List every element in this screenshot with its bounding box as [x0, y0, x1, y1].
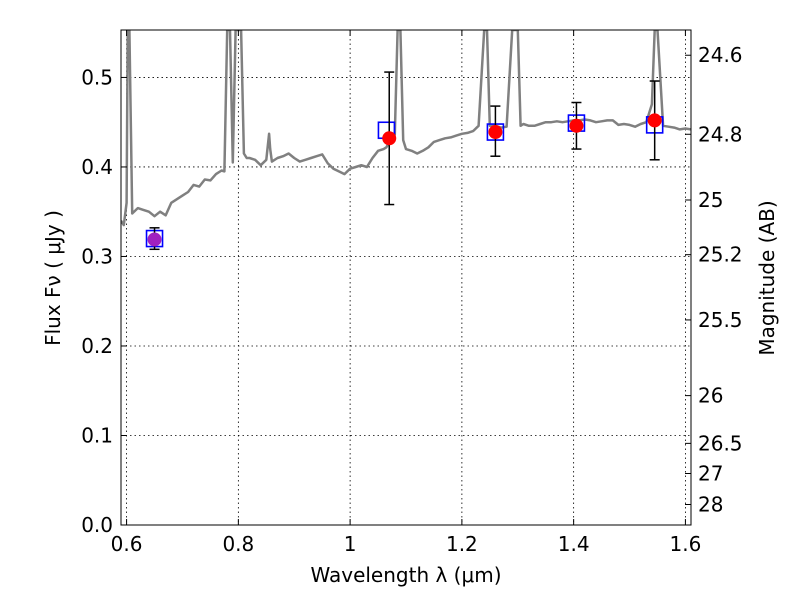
- observed-point: [569, 118, 584, 133]
- mag-tick-label: 25.2: [698, 243, 743, 267]
- spectrum: [121, 30, 691, 227]
- axis-ticks: 0.6 0.8 1 1.2 1.4 1.6 0.0 0.1 0.2 0.3 0.4 0.5 24.6 24…: [81, 30, 743, 556]
- mag-tick-label: 26: [698, 384, 723, 408]
- observed-point: [488, 125, 503, 140]
- observed-photometry: [147, 71, 662, 251]
- observed-point: [147, 232, 162, 247]
- observed-point: [382, 131, 397, 146]
- y-axis-title-left: Flux Fν ( μJy ): [41, 210, 65, 346]
- y-tick-label: 0.2: [81, 334, 113, 358]
- mag-tick-label: 27: [698, 461, 723, 485]
- observed-point: [647, 113, 662, 128]
- plot-frame: [120, 29, 692, 526]
- x-tick-label: 1.2: [446, 532, 478, 556]
- mag-tick-label: 25.5: [698, 308, 743, 332]
- y-tick-label: 0.3: [81, 244, 113, 268]
- mag-tick-label: 24.8: [698, 122, 743, 146]
- x-tick-label: 1.6: [670, 532, 702, 556]
- x-tick-label: 0.8: [222, 532, 254, 556]
- grid: [121, 30, 691, 525]
- y-tick-label: 0.0: [81, 513, 113, 537]
- x-tick-label: 1.4: [558, 532, 590, 556]
- mag-tick-label: 28: [698, 492, 723, 516]
- x-tick-label: 1: [344, 532, 357, 556]
- y-axis-title-right: Magnitude (AB): [755, 200, 779, 355]
- mag-tick-label: 24.6: [698, 43, 743, 67]
- y-tick-label: 0.1: [81, 423, 113, 447]
- y-tick-label: 0.5: [81, 65, 113, 89]
- mag-tick-label: 25: [698, 188, 723, 212]
- y-tick-label: 0.4: [81, 155, 113, 179]
- x-axis-title: Wavelength λ (μm): [310, 563, 501, 587]
- spectrum-line: [121, 30, 691, 227]
- x-tick-label: 0.6: [111, 532, 143, 556]
- mag-tick-label: 26.5: [698, 431, 743, 455]
